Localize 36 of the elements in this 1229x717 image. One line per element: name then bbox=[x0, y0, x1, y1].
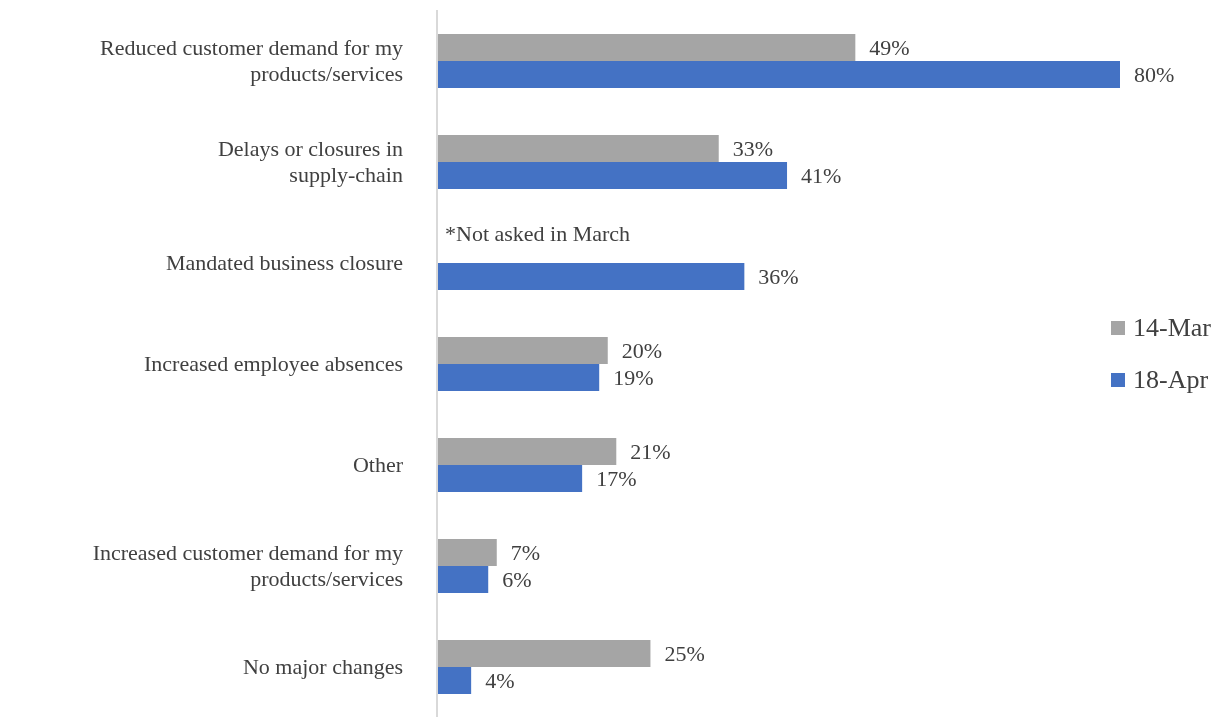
data-label: 36% bbox=[758, 264, 799, 289]
legend-label: 18-Apr bbox=[1133, 364, 1209, 395]
y-tick-label: Other bbox=[352, 452, 404, 477]
data-label: 41% bbox=[801, 163, 842, 188]
data-label: 33% bbox=[732, 136, 774, 161]
bar bbox=[437, 465, 583, 492]
y-tick-label: Mandated business closure bbox=[165, 250, 403, 275]
bar bbox=[437, 61, 1120, 88]
data-label: 25% bbox=[664, 641, 705, 666]
y-tick-label: No major changes bbox=[242, 654, 403, 679]
bar bbox=[437, 667, 472, 694]
y-tick-label: Increased customer demand for my products/services bbox=[92, 540, 403, 591]
legend-label: 14-Mar bbox=[1133, 312, 1211, 343]
y-tick-label: Delays or closures in supply-chain bbox=[217, 136, 403, 187]
y-tick-label: Reduced customer demand for my products/services bbox=[99, 35, 403, 86]
data-label: 17% bbox=[596, 466, 637, 491]
bar bbox=[437, 162, 788, 189]
bar bbox=[437, 263, 745, 290]
data-label: 21% bbox=[630, 439, 671, 464]
data-label: 6% bbox=[502, 567, 532, 592]
bar bbox=[437, 438, 617, 465]
data-label: 80% bbox=[1134, 62, 1175, 87]
data-label: 7% bbox=[510, 540, 541, 565]
data-label: 20% bbox=[621, 338, 663, 363]
bar bbox=[437, 566, 489, 593]
bar bbox=[437, 640, 651, 667]
data-label: 19% bbox=[613, 365, 654, 390]
bar bbox=[437, 34, 856, 61]
annotation: *Not asked in March bbox=[445, 220, 631, 247]
bar bbox=[437, 364, 600, 391]
data-label: 4% bbox=[485, 668, 515, 693]
bar bbox=[437, 539, 497, 566]
y-tick-label: Increased employee absences bbox=[144, 351, 403, 376]
bar bbox=[437, 337, 608, 364]
bar bbox=[437, 135, 719, 162]
data-label: 49% bbox=[869, 35, 910, 60]
